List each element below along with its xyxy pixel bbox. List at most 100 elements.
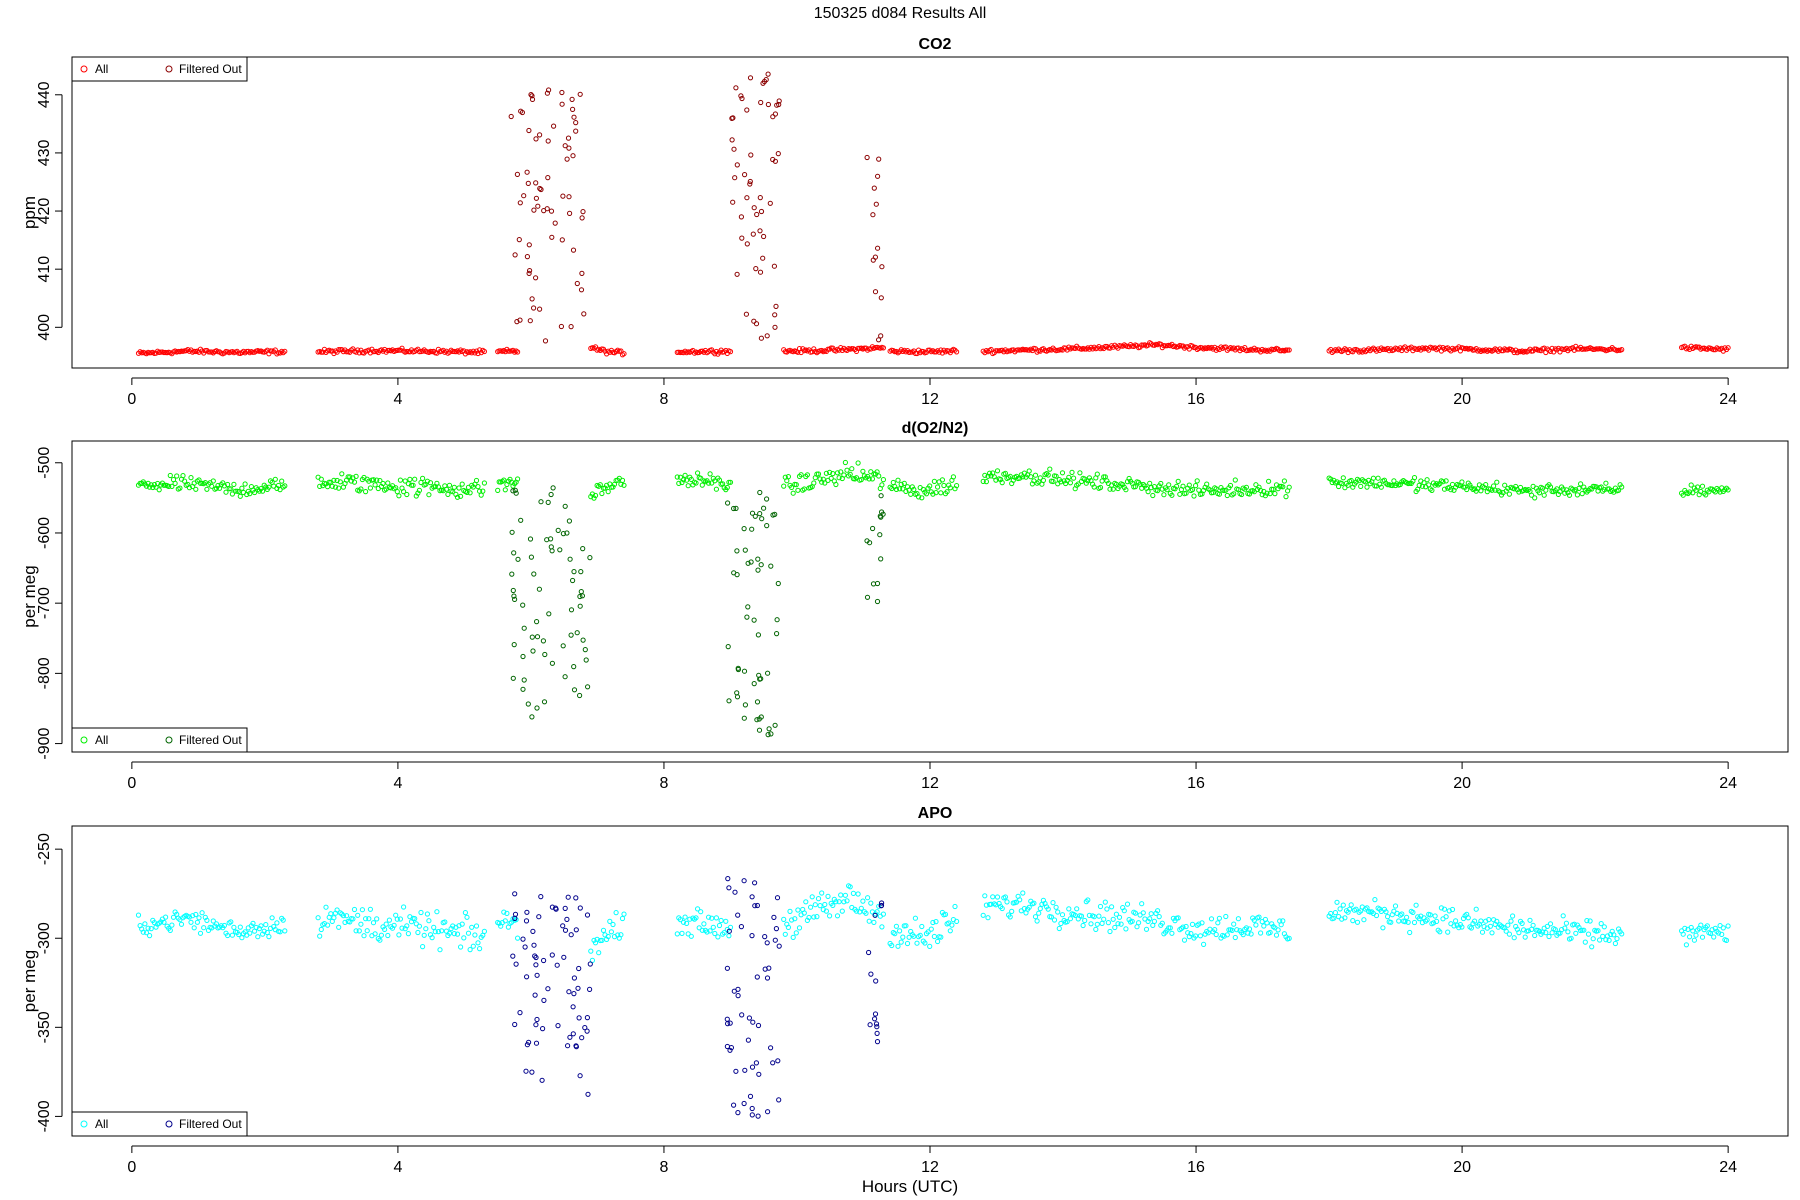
data-point-all xyxy=(358,486,364,492)
data-point-all xyxy=(1253,482,1259,488)
data-point-all xyxy=(272,476,278,482)
data-point-all xyxy=(1619,931,1625,937)
data-point-all xyxy=(841,899,847,905)
data-point-all xyxy=(407,476,413,482)
data-point-all xyxy=(1155,488,1161,494)
data-point-all xyxy=(1522,934,1528,940)
y-axis-label: per meg xyxy=(20,950,39,1012)
data-point-all xyxy=(1337,906,1343,912)
data-point-filtered xyxy=(526,270,532,276)
data-point-filtered xyxy=(765,101,772,108)
data-point-all xyxy=(898,481,904,487)
data-point-filtered xyxy=(546,611,552,617)
data-point-all xyxy=(1007,473,1013,479)
data-point-all xyxy=(377,478,383,484)
data-point-all xyxy=(889,942,895,949)
data-point-filtered xyxy=(529,296,535,302)
data-point-filtered xyxy=(754,974,760,980)
data-point-filtered xyxy=(765,732,771,738)
data-point-all xyxy=(682,914,688,920)
data-point-all xyxy=(1589,486,1595,492)
data-point-all xyxy=(838,892,844,898)
data-point-all xyxy=(1397,481,1403,488)
data-point-all xyxy=(1067,480,1074,486)
data-point-all xyxy=(1031,900,1037,906)
data-point-all xyxy=(1574,492,1581,498)
data-point-all xyxy=(1091,484,1097,490)
data-point-filtered xyxy=(874,1039,881,1045)
data-point-all xyxy=(1590,936,1596,942)
data-point-all xyxy=(704,929,710,935)
data-point-filtered xyxy=(759,516,765,522)
data-point-all xyxy=(1687,489,1693,495)
data-point-filtered xyxy=(726,885,732,891)
data-point-all xyxy=(1183,923,1189,930)
data-point-filtered xyxy=(565,1043,571,1049)
data-point-all xyxy=(1506,491,1513,497)
data-point-filtered xyxy=(741,715,747,721)
data-point-all xyxy=(1017,897,1023,903)
data-point-all xyxy=(685,483,691,489)
data-point-all xyxy=(1088,921,1094,927)
data-point-all xyxy=(1723,937,1730,944)
data-point-filtered xyxy=(516,237,522,243)
data-point-all xyxy=(1188,931,1194,937)
data-point-all xyxy=(1563,920,1570,926)
data-point-all xyxy=(688,476,694,482)
data-point-all xyxy=(1093,926,1099,933)
data-point-all xyxy=(930,919,936,926)
data-point-all xyxy=(174,473,180,479)
x-tick-label: 12 xyxy=(921,391,939,408)
data-point-all xyxy=(385,480,391,486)
data-point-filtered xyxy=(568,932,574,938)
data-point-filtered xyxy=(873,1021,880,1027)
data-point-all xyxy=(462,910,468,916)
data-point-filtered xyxy=(750,231,756,237)
data-point-all xyxy=(706,914,712,920)
data-point-all xyxy=(904,940,911,947)
data-point-all xyxy=(201,925,207,931)
data-point-all xyxy=(1437,929,1443,935)
data-point-all xyxy=(1703,492,1709,498)
data-point-all xyxy=(435,929,441,935)
data-point-filtered xyxy=(587,961,593,967)
data-point-all xyxy=(1557,489,1563,495)
data-point-filtered xyxy=(529,714,535,720)
data-point-all xyxy=(880,477,887,483)
data-point-filtered xyxy=(866,949,872,956)
data-point-all xyxy=(1562,925,1568,931)
data-point-all xyxy=(1045,472,1051,478)
data-point-all xyxy=(228,486,234,492)
data-point-all xyxy=(1256,914,1262,920)
data-point-filtered xyxy=(534,1016,540,1023)
panel-1: CO2 0 4 8 12 16 20 24 400 410 420 430 440 ppm All Filte… xyxy=(20,36,1789,408)
data-point-all xyxy=(1177,491,1183,497)
data-point-all xyxy=(1516,930,1522,936)
data-point-all xyxy=(823,470,830,476)
data-point-all xyxy=(1166,925,1172,931)
data-point-all xyxy=(170,914,177,920)
data-point-all xyxy=(446,930,453,936)
data-point-all xyxy=(363,489,369,495)
data-point-all xyxy=(900,934,906,940)
data-point-filtered xyxy=(872,912,878,918)
data-point-filtered xyxy=(738,214,745,220)
data-point-all xyxy=(939,477,946,483)
data-point-all xyxy=(695,906,701,912)
data-point-all xyxy=(1148,911,1154,917)
data-point-all xyxy=(1097,484,1104,491)
data-point-all xyxy=(148,926,154,932)
data-point-filtered xyxy=(875,245,881,251)
data-point-all xyxy=(402,478,408,484)
data-point-filtered xyxy=(560,193,566,199)
legend: All Filtered Out xyxy=(71,1111,248,1137)
data-point-filtered xyxy=(756,672,762,678)
data-point-all xyxy=(1009,908,1015,915)
data-point-all xyxy=(1619,484,1625,490)
data-point-all xyxy=(1067,916,1074,922)
data-point-filtered xyxy=(772,722,778,728)
data-point-all xyxy=(404,923,410,929)
data-point-filtered xyxy=(580,637,586,643)
data-point-filtered xyxy=(870,581,877,587)
data-point-all xyxy=(1110,486,1116,492)
